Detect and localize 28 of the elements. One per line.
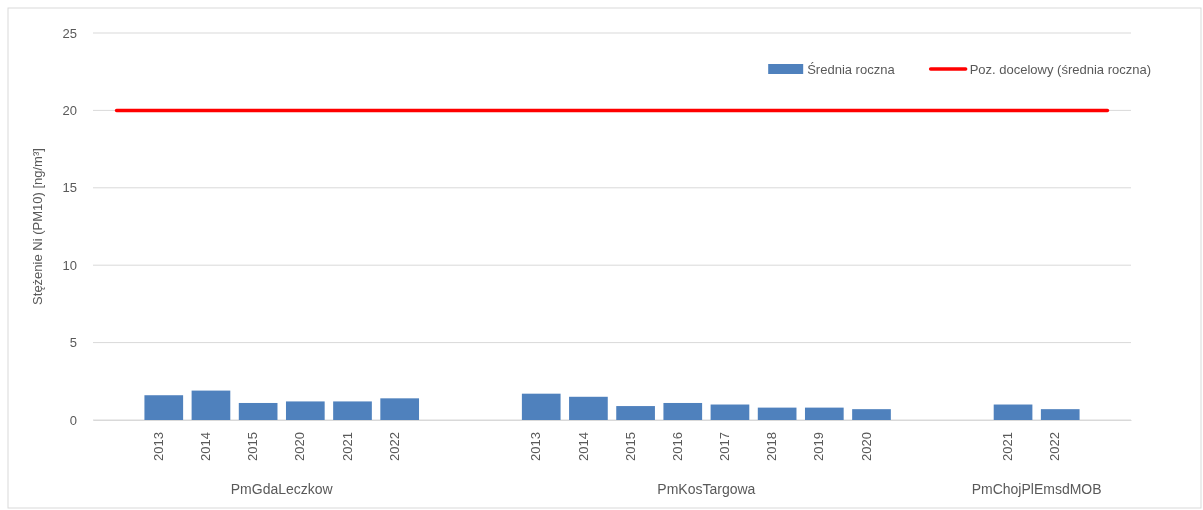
y-tick-label: 0 xyxy=(69,412,77,428)
x-tick-label: 2019 xyxy=(811,432,827,461)
text: PmGdaLeczkow xyxy=(230,481,334,497)
y-tick-label: 20 xyxy=(62,103,77,119)
text: PmKosTargowa xyxy=(657,481,756,497)
x-tick-label: 2021 xyxy=(1000,432,1016,461)
x-tick-label: 2016 xyxy=(669,432,685,461)
x-tick-label: 2014 xyxy=(575,432,591,461)
text: PmChojPlEmsdMOB xyxy=(971,481,1102,497)
x-tick-label: 2015 xyxy=(622,432,638,461)
x-tick-label: 2013 xyxy=(528,432,544,461)
legend-label: Poz. docelowy (średnia roczna) xyxy=(969,62,1151,77)
x-tick-label: 2015 xyxy=(245,432,261,461)
x-tick-label: 2013 xyxy=(150,432,166,461)
x-tick-label: 2014 xyxy=(198,432,214,461)
y-tick-label: 10 xyxy=(62,257,77,273)
x-tick-label: 2017 xyxy=(717,432,733,461)
x-tick-label: 2022 xyxy=(386,432,402,461)
x-tick-label: 2018 xyxy=(764,432,780,461)
y-tick-label: 15 xyxy=(62,180,77,196)
x-tick-label: 2020 xyxy=(292,432,308,461)
x-tick-label: 2020 xyxy=(858,432,874,461)
y-tick-label: 5 xyxy=(69,335,77,351)
legend-label: Średnia roczna xyxy=(807,62,896,77)
y-axis-title: Stężenie Ni (PM10) [ng/m³] xyxy=(30,148,45,305)
x-tick-label: 2022 xyxy=(1047,432,1063,461)
y-tick-label: 25 xyxy=(62,25,77,41)
x-tick-label: 2021 xyxy=(339,432,355,461)
